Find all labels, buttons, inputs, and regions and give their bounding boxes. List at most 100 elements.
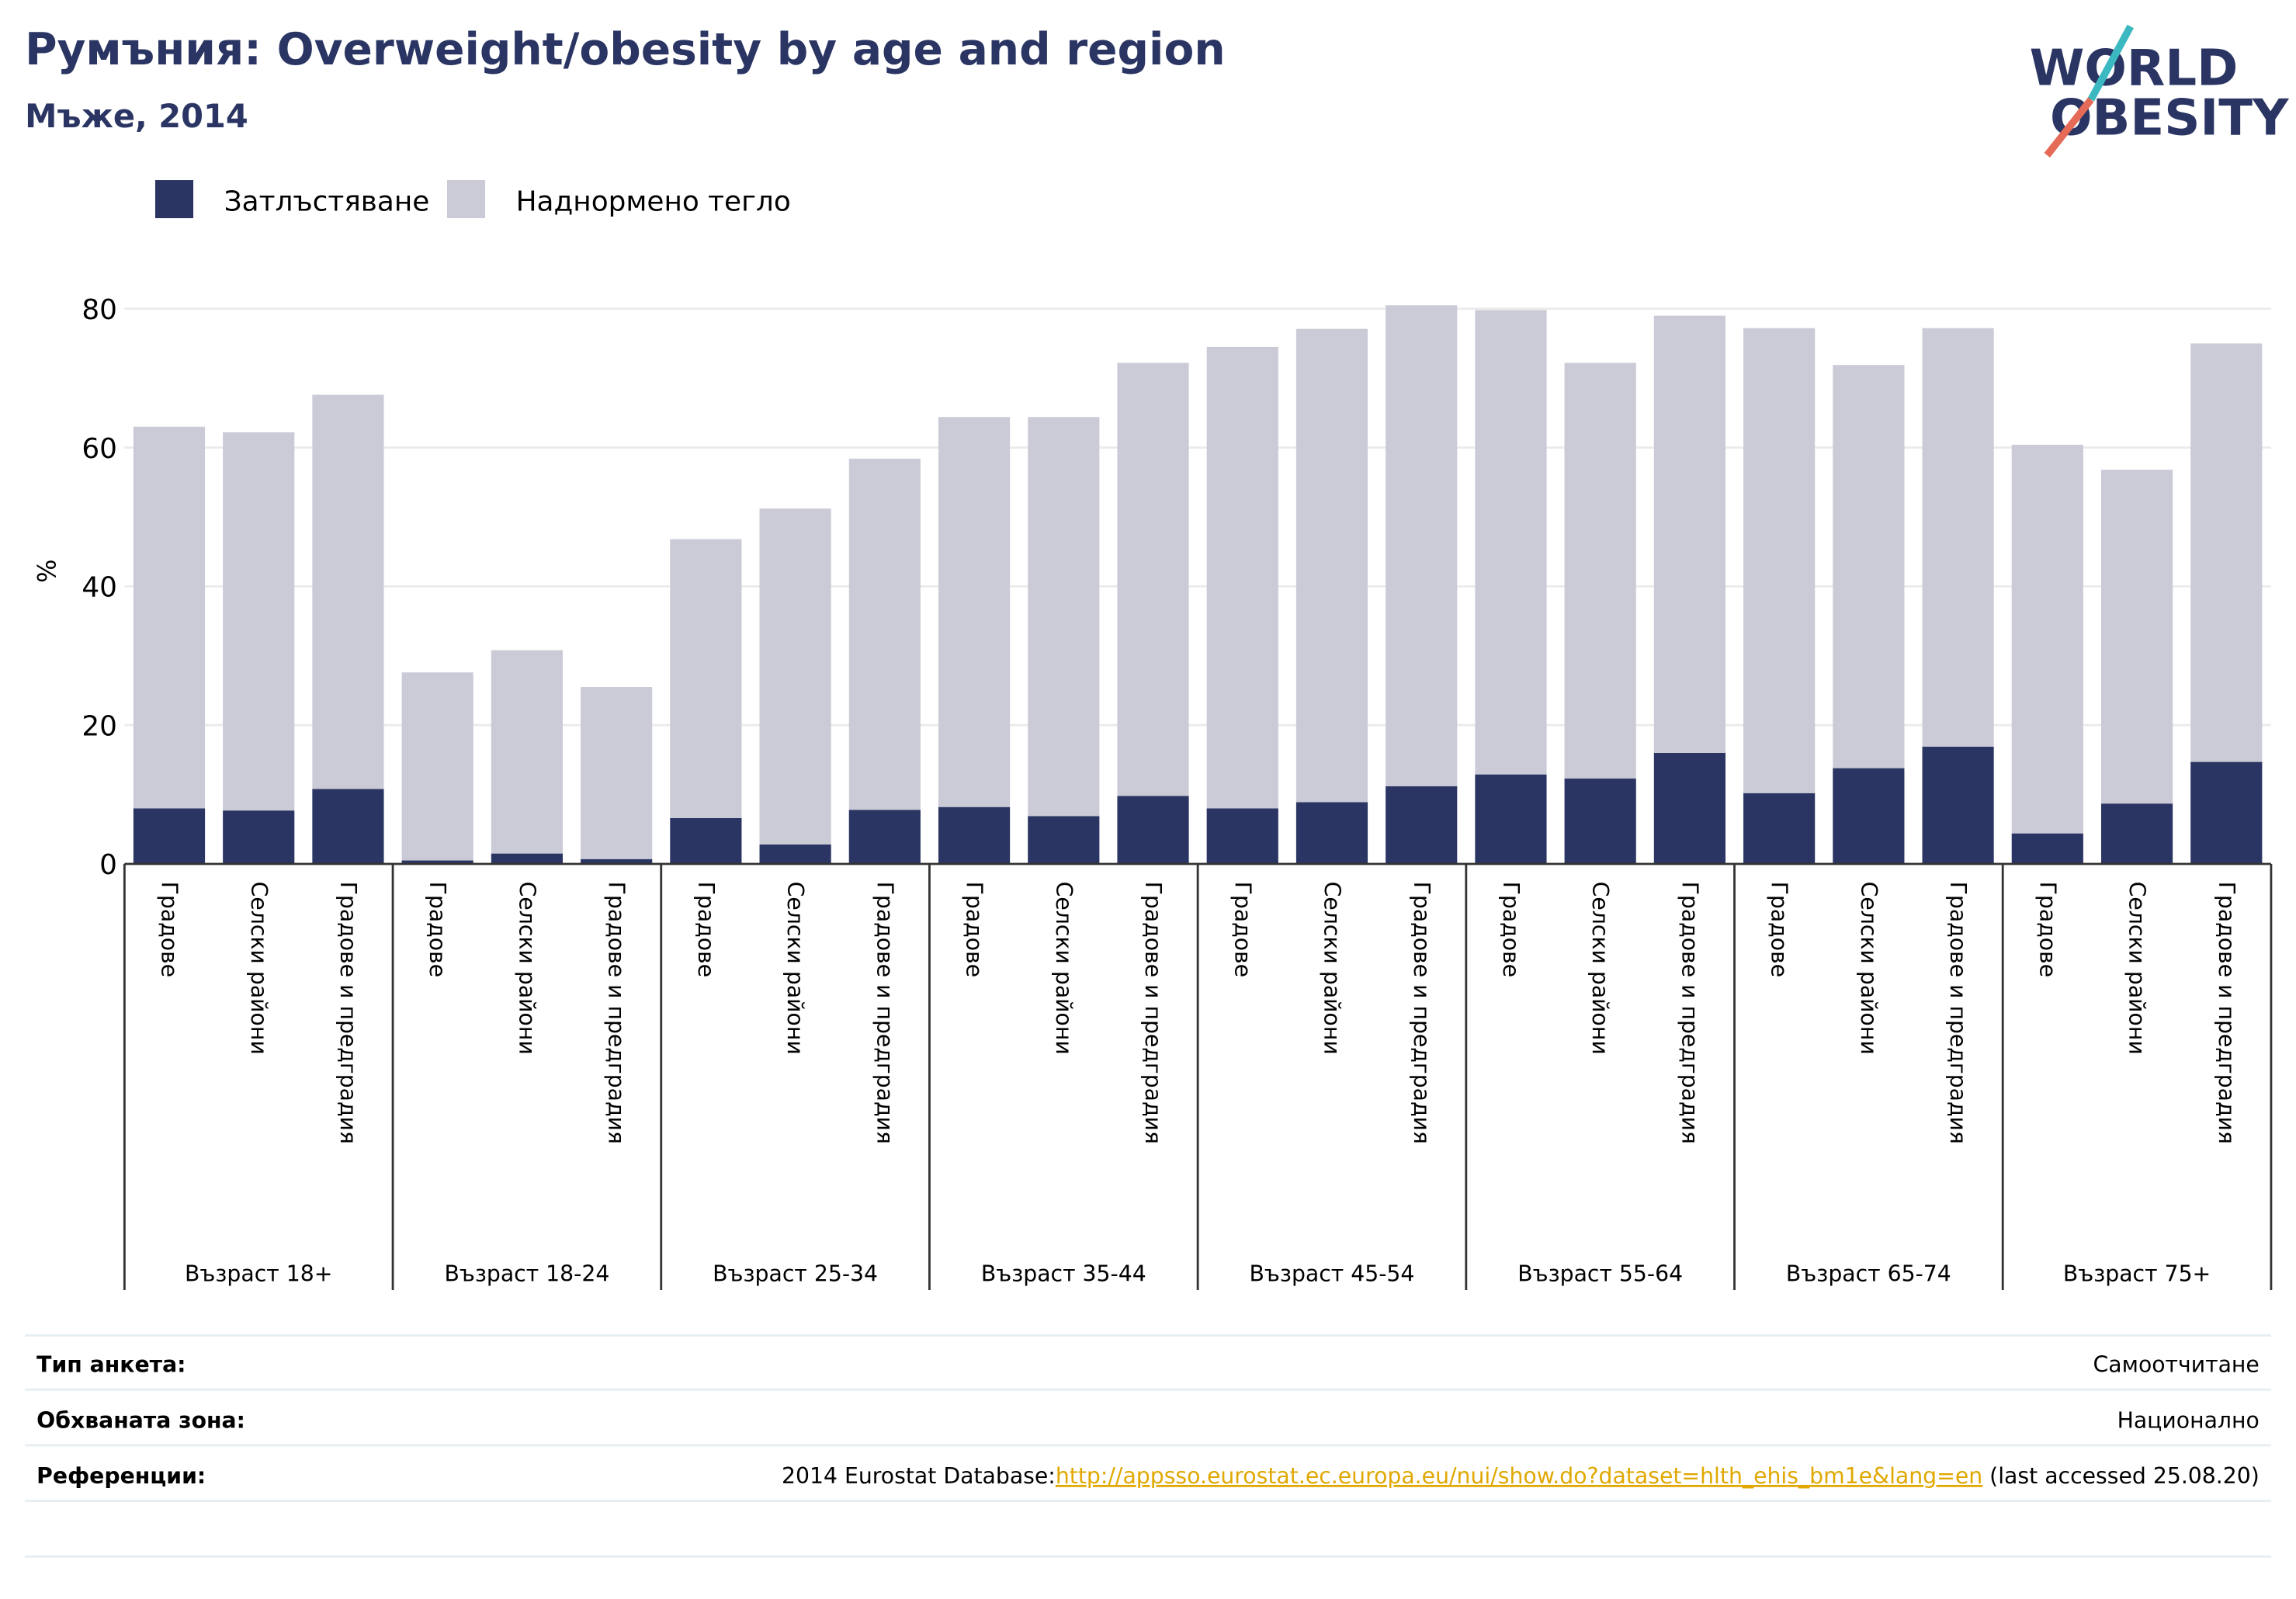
group-label: Възраст 65-74 xyxy=(1786,1261,1951,1287)
bar-segment xyxy=(223,432,295,811)
logo-text: OBESITY xyxy=(2050,89,2290,147)
ref-text: (last accessed 25.08.20) xyxy=(1982,1463,2260,1489)
bar-segment xyxy=(1743,328,1816,793)
bar-segment xyxy=(1475,774,1547,865)
x-tick-label: Градове и предградия xyxy=(1677,882,1702,1144)
group-label: Възраст 55-64 xyxy=(1517,1261,1683,1287)
footer-label: Обхваната зона: xyxy=(36,1407,245,1433)
ref-link[interactable]: http://appsso.eurostat.ec.europa.eu/nui/… xyxy=(1056,1463,1982,1489)
bar-segment xyxy=(1833,768,1905,865)
y-axis-label: % xyxy=(33,559,62,582)
group-label: Възраст 18-24 xyxy=(444,1261,609,1287)
bar-segment xyxy=(938,806,1011,865)
bar-segment xyxy=(1743,793,1816,865)
x-tick-label: Градове xyxy=(962,882,987,977)
x-tick-label: Селски райони xyxy=(782,882,808,1055)
x-tick-label: Градове xyxy=(2034,882,2060,977)
x-tick-label: Градове и предградия xyxy=(1409,882,1434,1144)
bar-segment xyxy=(1833,365,1905,768)
x-tick-label: Селски райони xyxy=(1320,882,1345,1055)
x-tick-label: Градове xyxy=(1230,882,1255,977)
legend-swatch xyxy=(154,180,194,219)
bar-segment xyxy=(133,426,206,809)
bar-segment xyxy=(1386,305,1458,786)
logo-text: WORLD xyxy=(2030,39,2239,97)
bar-segment xyxy=(1206,346,1278,809)
bar-segment xyxy=(491,650,564,854)
bar-segment xyxy=(1028,417,1100,817)
bar-segment xyxy=(2011,833,2083,865)
bar-segment xyxy=(848,810,921,865)
y-tick-label: 60 xyxy=(82,433,117,465)
footer-value: 2014 Eurostat Database:http://appsso.eur… xyxy=(782,1463,2260,1489)
group-label: Възраст 75+ xyxy=(2063,1261,2211,1287)
bar-segment xyxy=(2190,343,2263,762)
y-tick-label: 40 xyxy=(82,572,117,604)
x-tick-label: Селски райони xyxy=(2124,882,2150,1055)
bar-segment xyxy=(401,860,473,865)
bar-segment xyxy=(1564,362,1636,779)
group-label: Възраст 35-44 xyxy=(981,1261,1146,1287)
bar-segment xyxy=(938,417,1011,807)
x-tick-label: Градове и предградия xyxy=(2214,882,2239,1144)
legend-label: Затлъстяване xyxy=(224,186,430,218)
legend-swatch xyxy=(446,180,486,219)
x-tick-label: Градове xyxy=(1767,882,1792,977)
bar-segment xyxy=(1386,786,1458,865)
bar-segment xyxy=(2100,470,2173,804)
x-tick-label: Селски райони xyxy=(514,882,539,1055)
x-tick-label: Градове и предградия xyxy=(335,882,361,1144)
bar-segment xyxy=(848,458,921,810)
bar-segment xyxy=(1028,816,1100,865)
bar-segment xyxy=(2190,761,2263,865)
x-tick-label: Селски райони xyxy=(246,882,272,1055)
y-tick-label: 20 xyxy=(82,710,117,742)
bar-segment xyxy=(223,810,295,865)
bar-segment xyxy=(759,508,831,845)
x-tick-label: Селски райони xyxy=(1856,882,1882,1055)
footer-label: Референции: xyxy=(36,1463,206,1489)
footer-label: Тип анкета: xyxy=(36,1352,186,1378)
x-tick-label: Градове и предградия xyxy=(1945,882,1971,1144)
logo-slash xyxy=(2044,97,2094,158)
bar-segment xyxy=(670,817,742,865)
bar-segment xyxy=(759,844,831,865)
x-tick-label: Градове и предградия xyxy=(604,882,629,1144)
bar-segment xyxy=(491,853,564,865)
bar-segment xyxy=(312,789,384,865)
x-tick-label: Градове и предградия xyxy=(1140,882,1166,1144)
bar-segment xyxy=(2011,444,2083,834)
x-tick-label: Градове xyxy=(157,882,182,977)
bar-segment xyxy=(670,539,742,818)
x-tick-label: Градове xyxy=(1498,882,1524,977)
bar-segment xyxy=(1295,328,1368,803)
group-label: Възраст 45-54 xyxy=(1250,1261,1415,1287)
group-label: Възраст 18+ xyxy=(185,1261,332,1287)
logo-slash xyxy=(2087,24,2134,102)
bar-segment xyxy=(312,394,384,789)
bar-segment xyxy=(2100,803,2173,865)
bar-segment xyxy=(1922,746,1994,865)
bar-segment xyxy=(133,808,206,865)
x-tick-label: Градове и предградия xyxy=(872,882,897,1144)
bar-segment xyxy=(581,687,653,859)
x-tick-label: Градове xyxy=(693,882,719,977)
bar-segment xyxy=(1922,328,1994,747)
ref-text: 2014 Eurostat Database: xyxy=(782,1463,1056,1489)
x-tick-label: Градове xyxy=(425,882,450,977)
chart-title: Румъния: Overweight/obesity by age and r… xyxy=(25,24,1226,75)
bar-segment xyxy=(581,858,653,865)
bar-segment xyxy=(1475,310,1547,775)
bar-segment xyxy=(1295,802,1368,865)
bar-segment xyxy=(1653,752,1725,865)
footer-lines xyxy=(25,1334,2271,1558)
x-tick-label: Селски райони xyxy=(1587,882,1613,1055)
bar-segment xyxy=(1564,779,1636,865)
bar-segment xyxy=(1653,315,1725,753)
y-tick-label: 80 xyxy=(82,294,117,326)
chart-subtitle: Мъже, 2014 xyxy=(25,97,248,135)
bar-segment xyxy=(1117,796,1189,865)
y-tick-label: 0 xyxy=(99,849,117,881)
